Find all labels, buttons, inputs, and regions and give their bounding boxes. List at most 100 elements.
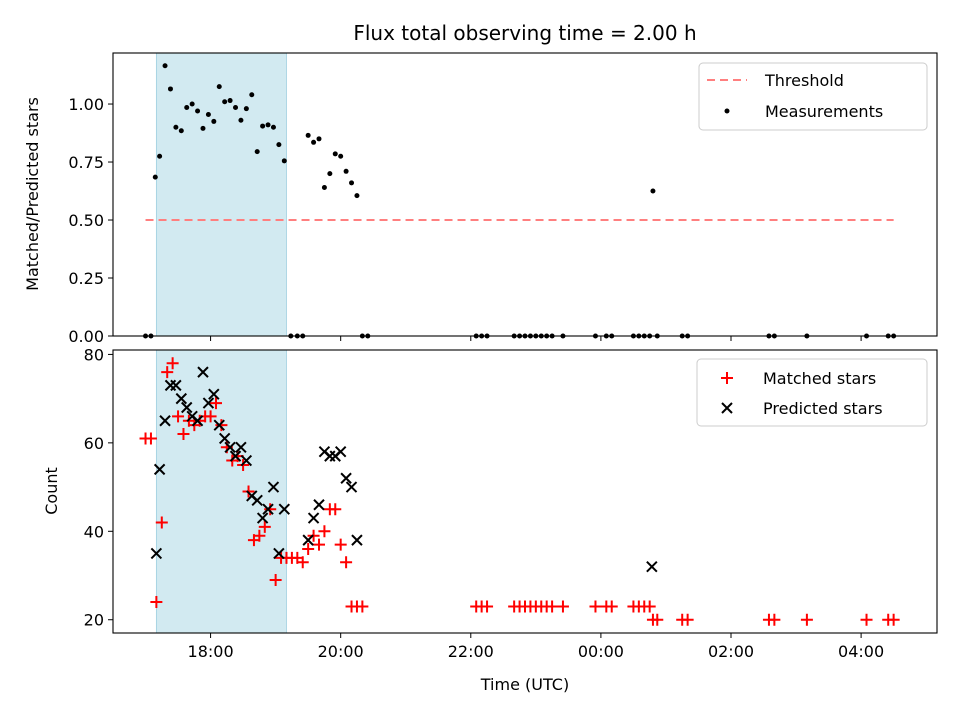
y-tick-label: 0.50 [68,211,104,230]
predicted-stars-point [273,547,285,560]
matched-stars-point [269,573,282,586]
x-tick-label: 18:00 [188,642,234,661]
measurements-point [243,106,249,112]
predicted-stars-point [159,415,171,427]
matched-stars-point [253,529,266,542]
predicted-stars-point [345,481,358,493]
legend-matched-swatch [721,372,733,384]
matched-stars-point [860,613,873,626]
matched-stars-point [329,503,342,516]
count-panel: 20 40 60 80 18:00 20:00 22:00 00:00 02:00 04:00 C… [42,345,938,694]
measurements-point [332,151,338,157]
y-tick-label: 20 [84,611,104,630]
measurements-point [270,124,276,130]
count-panel-ylabel: Count [42,467,61,515]
legend-frame [696,358,928,427]
legend-threshold-label: Threshold [764,71,844,90]
measurements-point [211,118,217,124]
matched-stars-point [264,503,277,516]
measurements-point [216,84,222,90]
measurements-point [311,139,317,145]
matched-stars-point [166,357,179,370]
ratio-panel-shaded-window [155,52,287,337]
predicted-stars-point [334,445,347,458]
predicted-stars-point [307,512,320,524]
predicted-stars-point [351,534,363,546]
matched-stars-point [651,613,664,626]
predicted-stars-point [208,388,220,400]
measurements-point [316,136,322,142]
legend-measurements-swatch [724,108,730,114]
matched-stars-point [334,538,347,551]
measurements-point [276,142,282,148]
measurements-point [227,98,233,104]
measurements-point [173,124,179,130]
predicted-stars-point [213,419,225,431]
predicted-stars-point [251,494,263,507]
x-tick-label: 22:00 [448,642,494,661]
matched-stars-point [589,600,602,613]
matched-stars-point [296,556,309,569]
predicted-stars-point [153,463,166,476]
measurements-point [178,128,184,134]
measurements-point [157,153,163,159]
matched-stars-point [556,600,569,613]
predicted-stars-point [181,401,193,414]
chart-title: Flux total observing time = 2.00 h [353,21,696,45]
predicted-stars-point [150,547,163,560]
measurements-point [354,193,360,199]
matched-stars-point [258,520,271,533]
predicted-stars-point [224,441,236,453]
x-tick-label: 20:00 [318,642,364,661]
measurements-point [184,105,190,111]
matched-stars-point [681,613,694,626]
legend-matched-label: Matched stars [763,369,876,388]
matched-stars-point [313,538,325,551]
measurements-point [162,63,168,69]
predicted-stars-point [235,441,247,453]
legend-predicted-swatch [721,402,733,414]
matched-stars-point [161,366,174,379]
predicted-stars-point [340,472,352,484]
y-tick-label: 60 [84,434,104,453]
count-panel-shaded-window [155,349,287,634]
matched-stars-point [481,600,494,613]
measurements-point [349,180,355,186]
measurements-point [343,168,349,174]
y-tick-label: 0.75 [68,153,104,172]
matched-stars-point [150,596,163,609]
ratio-panel-ticks: 0.00 0.25 0.50 0.75 1.00 [68,95,862,346]
predicted-stars-point [240,454,253,467]
predicted-stars-point [302,534,314,546]
measurements-point [195,108,201,114]
measurements-point [249,92,255,98]
predicted-stars-point [278,503,291,515]
measurements-point [205,111,211,117]
predicted-stars-point [175,392,188,405]
matched-stars-point [204,410,217,423]
x-axis-label: Time (UTC) [480,675,569,694]
matched-stars-point [318,525,331,538]
predicted-stars-point [202,397,215,409]
measurements-point [327,171,333,177]
matched-stars-point [177,428,190,441]
legend-frame [698,62,928,131]
legend-predicted-label: Predicted stars [763,399,883,418]
predicted-stars-point [313,499,325,511]
measurements-point [238,117,244,123]
measurements-point [321,185,327,191]
measurements-point [265,122,271,128]
ratio-panel-frame [112,52,938,337]
measurements-point [254,149,260,155]
legend-measurements-label: Measurements [765,102,883,121]
matched-stars-point [768,613,781,626]
matched-stars-point [887,613,900,626]
measurements-point [260,123,266,129]
predicted-stars-point [324,450,336,462]
matched-stars-point [800,613,813,626]
measurements-point [650,188,656,194]
matched-stars-point [172,410,185,423]
predicted-stars-point [218,432,231,445]
y-tick-label: 80 [84,345,104,364]
